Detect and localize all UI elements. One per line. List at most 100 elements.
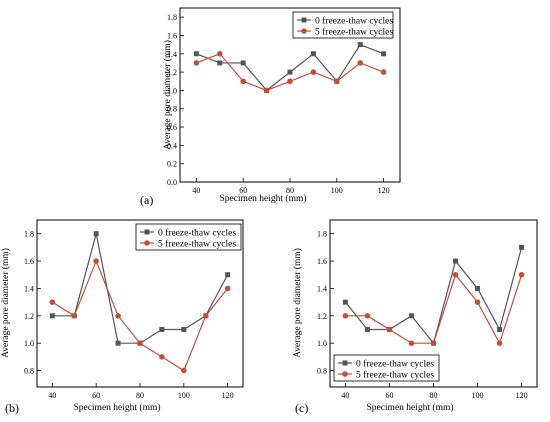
y-tick-label: 1.0 <box>24 339 34 348</box>
x-tick-label: 120 <box>516 391 528 400</box>
y-tick-label: 1.6 <box>317 257 327 266</box>
data-point <box>224 285 231 292</box>
panel-label: (a) <box>140 193 153 207</box>
data-point <box>159 354 165 360</box>
data-point <box>93 231 99 237</box>
y-tick-label: 1.4 <box>317 284 327 293</box>
panel-label: (c) <box>295 401 308 415</box>
y-tick-label: 0.2 <box>167 160 177 169</box>
x-tick-label: 60 <box>92 391 100 400</box>
chart-panel-1: 40 60 80 100 120 0.0 0.2 0.4 0.6 0.8 1.0 1.2 1.4 1.6 1… <box>140 7 401 207</box>
y-tick-label: 1.2 <box>167 68 177 77</box>
data-point <box>430 340 437 346</box>
legend-box <box>333 354 440 382</box>
data-point <box>263 87 270 94</box>
legend-marker <box>301 17 307 23</box>
x-tick-label: 40 <box>192 186 200 195</box>
legend-marker <box>342 371 348 377</box>
x-axis-title: Specimen height (mm) <box>366 402 453 413</box>
x-tick-label: 40 <box>48 391 56 400</box>
data-point <box>181 367 187 374</box>
data-point <box>115 340 121 346</box>
x-tick-label: 60 <box>239 186 247 195</box>
x-tick-label: 120 <box>378 186 390 195</box>
y-tick-label: 1.2 <box>24 312 34 321</box>
data-point <box>474 299 481 305</box>
series-2 <box>193 50 387 94</box>
data-point <box>115 313 121 319</box>
y-axis-title: Average pore diameter (mm) <box>292 248 303 358</box>
y-tick-label: 1.8 <box>24 230 34 239</box>
data-point <box>193 60 200 66</box>
chart-panel-2: 40 60 80 100 120 0.8 1.0 1.2 1.4 1.6 1.8 Specimen h… <box>0 219 244 415</box>
data-point <box>159 327 165 333</box>
y-tick-label: 0.4 <box>167 141 177 150</box>
legend-box <box>292 11 394 39</box>
y-tick-label: 1.6 <box>167 31 177 40</box>
data-point <box>93 258 99 264</box>
legend-label: 5 freeze-thaw cycles <box>158 239 236 250</box>
data-point <box>217 60 223 66</box>
y-tick-label: 1.8 <box>167 13 177 22</box>
data-point <box>453 258 459 264</box>
y-tick-label: 1.4 <box>167 50 177 59</box>
data-point <box>71 313 78 319</box>
y-tick-label: 0.8 <box>24 367 34 376</box>
data-point <box>49 299 56 305</box>
y-tick-label: 0.8 <box>167 105 177 114</box>
series-line <box>344 247 523 345</box>
legend-marker <box>342 360 348 366</box>
legend-marker <box>144 229 150 235</box>
x-tick-label: 80 <box>286 186 294 195</box>
data-point <box>408 313 414 319</box>
data-point <box>225 272 231 278</box>
y-axis-title: Average pore diameter (mm) <box>0 248 11 358</box>
data-point <box>216 50 223 57</box>
data-point <box>310 69 317 75</box>
x-tick-label: 40 <box>341 391 349 400</box>
data-point <box>380 69 387 75</box>
y-tick-label: 0.8 <box>317 367 327 376</box>
legend-label: 5 freeze-thaw cycles <box>356 370 434 381</box>
y-axis-title: Average pore diameter (mm) <box>162 40 173 150</box>
legend-label: 5 freeze-thaw cycles <box>315 27 393 38</box>
data-point <box>49 313 55 319</box>
data-point <box>357 60 364 66</box>
data-point <box>240 60 246 66</box>
x-tick-label: 100 <box>178 391 190 400</box>
x-tick-label: 60 <box>385 391 393 400</box>
y-tick-label: 1.6 <box>24 257 34 266</box>
data-point <box>408 340 415 346</box>
legend-label: 0 freeze-thaw cycles <box>315 16 393 27</box>
data-point <box>342 299 348 305</box>
y-tick-label: 1.2 <box>317 312 327 321</box>
data-point <box>202 313 209 319</box>
data-point <box>518 271 525 278</box>
x-tick-label: 80 <box>136 391 144 400</box>
data-point <box>181 327 187 333</box>
data-point <box>475 285 481 291</box>
x-tick-label: 120 <box>222 391 234 400</box>
data-point <box>452 271 459 278</box>
series-line <box>52 259 229 372</box>
x-tick-label: 100 <box>472 391 484 400</box>
y-tick-label: 0.0 <box>167 178 177 187</box>
y-tick-label: 0.6 <box>167 123 177 132</box>
chart-panel-3: 40 60 80 100 120 0.8 1.0 1.2 1.4 1.6 1.8 Specimen h… <box>292 219 538 415</box>
y-tick-label: 1.8 <box>317 230 327 239</box>
data-point <box>497 327 503 333</box>
legend-box <box>135 223 242 251</box>
data-point <box>381 51 387 57</box>
data-point <box>496 340 503 346</box>
data-point <box>310 51 316 57</box>
y-tick-label: 1.0 <box>317 339 327 348</box>
legend-label: 0 freeze-thaw cycles <box>158 228 236 239</box>
data-point <box>193 51 199 57</box>
y-tick-label: 1.0 <box>167 86 177 95</box>
data-point <box>287 78 293 85</box>
series-2 <box>342 271 525 346</box>
